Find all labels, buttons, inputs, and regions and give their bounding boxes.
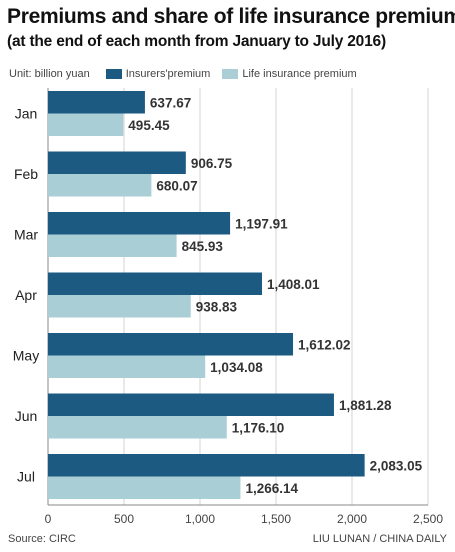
x-tick-label: 500 <box>114 512 134 526</box>
bar-life <box>48 416 227 439</box>
category-label: Apr <box>15 287 37 303</box>
chart-title: Premiums and share of life insurance pre… <box>7 5 455 28</box>
data-label: 1,176.10 <box>232 420 285 435</box>
data-label: 1,197.91 <box>235 216 288 231</box>
category-label: Jun <box>15 408 38 424</box>
category-label: Jan <box>15 106 38 122</box>
category-label: Feb <box>14 166 38 182</box>
bar-life <box>48 113 124 136</box>
data-label: 680.07 <box>156 178 197 193</box>
legend-swatch-insurers <box>105 69 122 79</box>
x-tick-label: 0 <box>45 512 52 526</box>
legend-label-insurers: Insurers'premium <box>125 68 211 80</box>
x-tick-label: 1,500 <box>261 512 291 526</box>
data-label: 1,612.02 <box>298 337 351 352</box>
data-label: 1,408.01 <box>267 277 320 292</box>
bar-life <box>48 174 152 197</box>
bar-insurers <box>48 272 263 295</box>
bar-life <box>48 355 206 378</box>
data-label: 938.83 <box>196 299 238 314</box>
legend-label-life: Life insurance premium <box>242 68 357 80</box>
x-tick-label: 2,500 <box>413 512 443 526</box>
data-label: 1,881.28 <box>339 398 392 413</box>
bar-life <box>48 476 241 499</box>
category-label: May <box>13 348 39 364</box>
data-label: 1,266.14 <box>245 481 298 496</box>
data-label: 906.75 <box>191 156 233 171</box>
legend: Unit: billion yuan Insurers'premium Life… <box>9 66 369 82</box>
data-label: 637.67 <box>150 95 191 110</box>
bar-insurers <box>48 91 145 114</box>
bar-insurers <box>48 151 186 174</box>
source-note: Source: CIRC <box>8 533 76 545</box>
data-label: 1,034.08 <box>210 360 263 375</box>
bar-life <box>48 295 191 318</box>
data-label: 495.45 <box>128 118 170 133</box>
bar-insurers <box>48 454 365 477</box>
chart-subtitle: (at the end of each month from January t… <box>7 33 386 50</box>
x-tick-label: 1,000 <box>185 512 215 526</box>
data-label: 845.93 <box>182 239 224 254</box>
bar-insurers <box>48 212 231 235</box>
bar-life <box>48 234 177 257</box>
unit-label: Unit: billion yuan <box>9 68 90 80</box>
category-label: Jul <box>17 469 35 485</box>
category-label: Mar <box>14 227 38 243</box>
credit-note: LIU LUNAN / CHINA DAILY <box>312 533 447 545</box>
bar-insurers <box>48 393 334 416</box>
legend-swatch-life <box>222 69 239 79</box>
bar-insurers <box>48 333 294 356</box>
legend-item-insurers: Insurers'premium <box>105 68 211 80</box>
x-tick-label: 2,000 <box>337 512 367 526</box>
data-label: 2,083.05 <box>370 458 423 473</box>
legend-item-life: Life insurance premium <box>222 68 357 80</box>
